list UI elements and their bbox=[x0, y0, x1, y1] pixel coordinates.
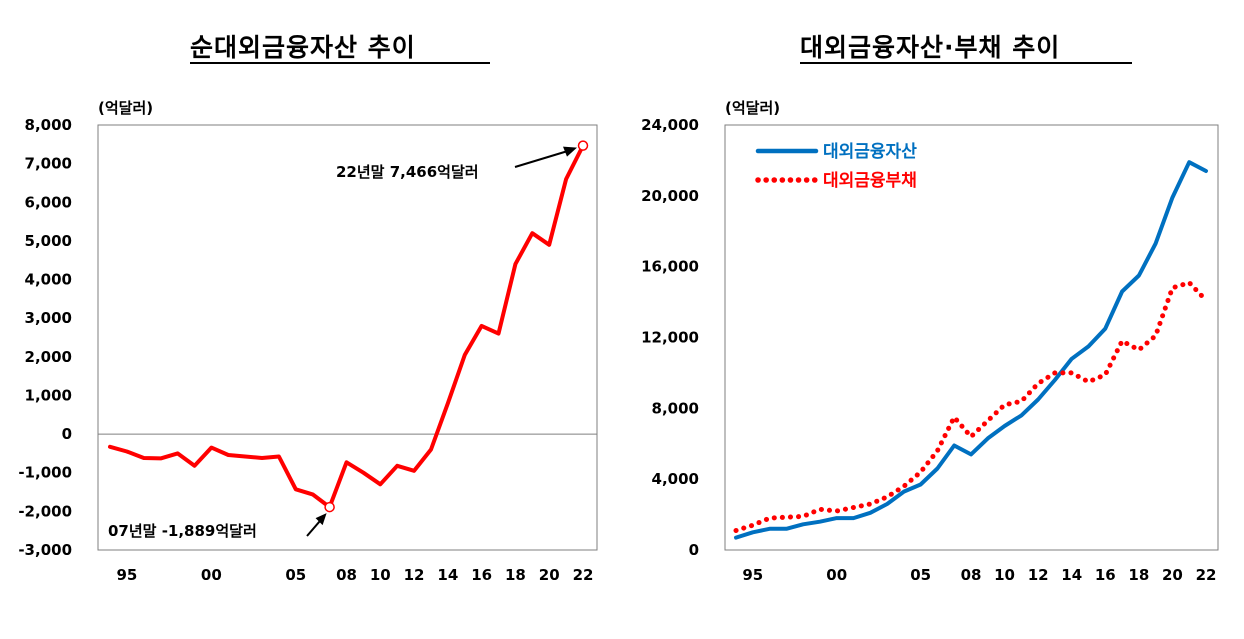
y-tick-label: 4,000 bbox=[652, 470, 699, 488]
x-tick-label: 08 bbox=[961, 566, 982, 584]
series-line-0 bbox=[734, 160, 1208, 540]
left-title-underline bbox=[190, 62, 490, 64]
annotation-marker bbox=[324, 501, 335, 513]
x-tick-label: 22 bbox=[573, 566, 594, 584]
right-chart-title: 대외금융자산·부채 추이 bbox=[800, 33, 1061, 62]
x-tick-label: 20 bbox=[1162, 566, 1183, 584]
y-tick-label: 8,000 bbox=[25, 116, 72, 134]
y-tick-label: 20,000 bbox=[641, 187, 699, 205]
x-tick-label: 00 bbox=[826, 566, 847, 584]
annotation-arrowhead bbox=[315, 513, 327, 526]
y-tick-label: 16,000 bbox=[641, 258, 699, 276]
right-chart-panel: 대외금융자산·부채 추이 (억달러) 0 4,000 8,000 12,000 16,00… bbox=[622, 0, 1244, 639]
annotation-arrow-line bbox=[306, 518, 323, 537]
series-line-1 bbox=[733, 280, 1209, 533]
y-tick-label: -1,000 bbox=[18, 464, 72, 482]
y-tick-label: 24,000 bbox=[641, 116, 699, 134]
y-tick-label: 7,000 bbox=[25, 155, 72, 173]
x-tick-label: 16 bbox=[471, 566, 492, 584]
x-tick-label: 12 bbox=[404, 566, 425, 584]
x-tick-label: 10 bbox=[370, 566, 391, 584]
y-tick-label: 5,000 bbox=[25, 232, 72, 250]
annotation-arrow-line bbox=[514, 149, 570, 168]
y-tick-label: -2,000 bbox=[18, 502, 72, 520]
annotation-arrowhead bbox=[563, 146, 577, 157]
left-chart-panel: 순대외금융자산 추이 (억달러) -3,000 -2,000 -1,000 0 1,000… bbox=[0, 0, 620, 639]
unit-label: (억달러) bbox=[98, 99, 153, 117]
legend-label: 대외금융부채 bbox=[823, 171, 917, 191]
unit-label: (억달러) bbox=[725, 99, 780, 117]
x-tick-label: 18 bbox=[505, 566, 526, 584]
x-tick-label: 00 bbox=[201, 566, 222, 584]
x-tick-label: 16 bbox=[1095, 566, 1116, 584]
y-tick-label: 4,000 bbox=[25, 271, 72, 289]
y-tick-label: 2,000 bbox=[25, 348, 72, 366]
x-tick-label: 05 bbox=[285, 566, 306, 584]
x-tick-label: 14 bbox=[437, 566, 458, 584]
y-tick-label: 8,000 bbox=[652, 399, 699, 417]
x-tick-label: 20 bbox=[539, 566, 560, 584]
y-tick-label: -3,000 bbox=[18, 541, 72, 559]
x-tick-label: 05 bbox=[910, 566, 931, 584]
y-tick-label: 1,000 bbox=[25, 386, 72, 404]
x-tick-label: 10 bbox=[994, 566, 1015, 584]
x-tick-label: 95 bbox=[116, 566, 137, 584]
y-tick-label: 12,000 bbox=[641, 329, 699, 347]
plot-frame bbox=[97, 124, 598, 551]
x-tick-label: 14 bbox=[1061, 566, 1082, 584]
plot-frame bbox=[724, 124, 1219, 551]
y-tick-label: 0 bbox=[689, 541, 699, 559]
legend-label: 대외금융자산 bbox=[823, 142, 917, 162]
annotation-label: 22년말 7,466억달러 bbox=[336, 163, 479, 181]
series-line-0 bbox=[108, 143, 585, 510]
y-tick-label: 6,000 bbox=[25, 193, 72, 211]
x-tick-label: 08 bbox=[336, 566, 357, 584]
x-tick-label: 95 bbox=[742, 566, 763, 584]
left-chart-title: 순대외금융자산 추이 bbox=[190, 33, 416, 62]
y-tick-label: 3,000 bbox=[25, 309, 72, 327]
right-title-underline bbox=[800, 62, 1132, 64]
left-chart-svg: (억달러) -3,000 -2,000 -1,000 0 1,000 2,000 3,000 4… bbox=[18, 99, 598, 584]
x-tick-label: 12 bbox=[1028, 566, 1049, 584]
annotation-label: 07년말 -1,889억달러 bbox=[108, 522, 257, 540]
x-tick-label: 18 bbox=[1128, 566, 1149, 584]
x-tick-label: 22 bbox=[1196, 566, 1217, 584]
right-chart-svg: (억달러) 0 4,000 8,000 12,000 16,000 20,000 24,000… bbox=[641, 99, 1219, 584]
y-tick-label: 0 bbox=[62, 425, 72, 443]
annotation-marker bbox=[577, 140, 589, 151]
